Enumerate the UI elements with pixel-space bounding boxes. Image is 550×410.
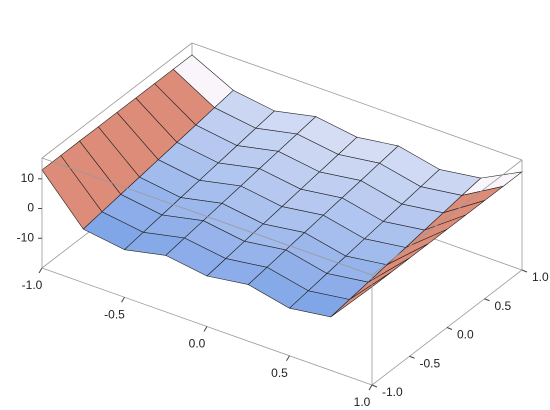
y-tick — [446, 327, 453, 330]
x-tick-label: -0.5 — [104, 307, 125, 321]
x-tick-label: 0.0 — [189, 337, 206, 351]
x-tick-label: 1.0 — [354, 395, 371, 409]
box-edge — [41, 42, 193, 159]
y-tick-label: 0.5 — [495, 299, 512, 313]
box-edge — [371, 159, 523, 276]
z-tick-label: 0 — [27, 201, 34, 215]
z-tick-label: 10 — [21, 171, 35, 185]
box-edge — [41, 157, 373, 276]
y-tick — [371, 384, 378, 388]
y-tick-label: 1.0 — [532, 270, 549, 284]
y-tick — [409, 355, 415, 359]
y-tick — [521, 269, 528, 273]
y-tick-label: 0.0 — [457, 328, 474, 342]
x-tick — [121, 296, 125, 303]
y-tick-label: -1.0 — [382, 385, 403, 399]
x-tick — [38, 267, 43, 274]
surface-patch — [330, 272, 391, 318]
x-tick — [368, 384, 373, 391]
y-tick-label: -0.5 — [420, 356, 441, 370]
x-tick-label: 0.5 — [271, 366, 288, 380]
x-tick — [203, 326, 208, 332]
y-tick — [484, 298, 490, 302]
x-tick — [286, 355, 290, 362]
z-tick-label: -10 — [17, 230, 35, 244]
box-edge — [191, 42, 523, 161]
x-tick-label: -1.0 — [22, 278, 43, 292]
